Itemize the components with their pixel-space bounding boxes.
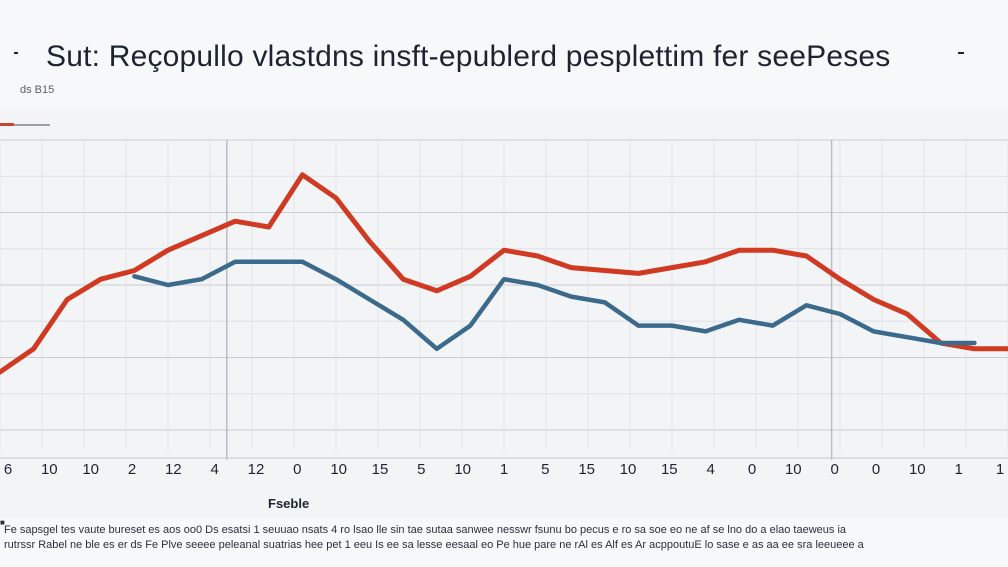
chart-subtitle: ds B15 <box>20 84 55 96</box>
caption-marker: ■ <box>0 518 5 527</box>
title-tick-right <box>958 52 964 54</box>
caption-line-2: rutrssr Rabel ne ble es er ds Fe Plve se… <box>4 539 864 551</box>
x-tick-label: 12 <box>165 461 182 478</box>
x-tick-label: 10 <box>909 461 926 478</box>
title-tick-left <box>14 52 18 54</box>
x-tick-label: 15 <box>578 461 595 478</box>
line-chart: 6 10 10 2 12 4 12 0 10 15 5 10 1 5 15 10 15 4 0 10 0 0 10 1 1 <box>0 139 1008 478</box>
x-tick-label: 10 <box>41 461 58 478</box>
chart-grid <box>0 139 1008 460</box>
x-tick-label: 15 <box>372 461 389 478</box>
x-tick-label: 15 <box>661 461 678 478</box>
x-tick-label: 0 <box>831 461 839 478</box>
x-tick-label: 5 <box>541 461 549 478</box>
x-tick-label: 1 <box>500 461 508 478</box>
legend-stub-red <box>0 123 14 126</box>
caption-line-1: Fe sapsgel tes vaute bureset es aos oo0 … <box>4 524 847 536</box>
title-bar <box>0 0 1008 110</box>
x-tick-label: 6 <box>4 461 12 478</box>
x-tick-label: 1 <box>955 461 963 478</box>
x-tick-label: 12 <box>248 461 265 478</box>
x-axis-ticks: 6 10 10 2 12 4 12 0 10 15 5 10 1 5 15 10 15 4 0 10 0 0 10 1 1 <box>0 457 1008 478</box>
legend-stub-line <box>4 124 50 126</box>
x-tick-label: 10 <box>785 461 802 478</box>
x-tick-label: 5 <box>417 461 425 478</box>
x-tick-label: 0 <box>748 461 756 478</box>
x-tick-label: 1 <box>996 461 1004 478</box>
x-tick-label: 10 <box>330 461 347 478</box>
x-tick-label: 4 <box>211 461 219 478</box>
x-axis-label: Fseble <box>268 496 310 511</box>
x-tick-label: 4 <box>707 461 715 478</box>
x-tick-label: 10 <box>620 461 637 478</box>
series-line-2 <box>132 259 977 352</box>
series-layer <box>0 172 1008 375</box>
x-tick-label: 2 <box>128 461 136 478</box>
chart-caption: Fe sapsgel tes vaute bureset es aos oo0 … <box>4 523 1004 553</box>
caption-band <box>0 518 1008 567</box>
chart-title: Sut: Reçopullo vlastdns insft-epublerd p… <box>46 40 891 73</box>
x-tick-label: 10 <box>454 461 471 478</box>
x-tick-label: 0 <box>293 461 301 478</box>
x-tick-label: 10 <box>82 461 99 478</box>
x-tick-label: 0 <box>872 461 880 478</box>
